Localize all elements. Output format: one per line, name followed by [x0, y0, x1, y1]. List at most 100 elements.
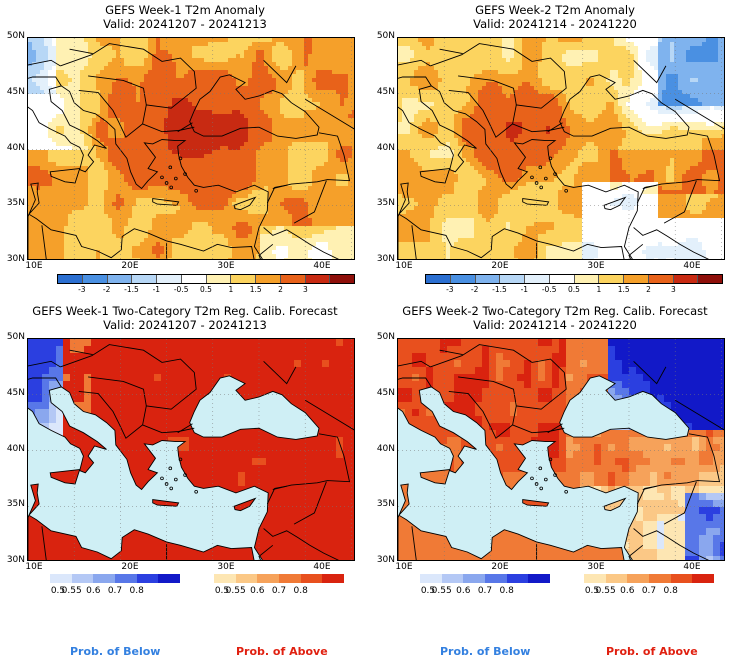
map-week2-anomaly [397, 37, 725, 260]
map-week2-prob [397, 338, 725, 561]
prob-tick-label: 0.8 [293, 586, 308, 596]
colorbar-swatch [525, 275, 550, 283]
colorbar-swatch [132, 275, 157, 283]
prob-tick-label: 0.7 [107, 586, 123, 596]
prob-tick-label: 0.5 [584, 586, 600, 596]
lat-tick-label: 35N [6, 499, 25, 510]
colorbar-swatch [605, 574, 628, 583]
colorbar-swatch [599, 275, 624, 283]
lon-tick-label: 40E [683, 562, 701, 572]
lon-tick-label: 10E [25, 261, 43, 271]
panel-title-week2-anomaly: GEFS Week-2 T2m Anomaly Valid: 20241214 … [375, 3, 735, 31]
colorbar-tick-label: 1.5 [249, 285, 262, 294]
lon-tick-label: 20E [121, 261, 139, 271]
colorbar-swatch [648, 275, 674, 283]
colorbar-tick-label: -1.5 [492, 285, 507, 294]
lon-tick-label: 30E [217, 261, 235, 271]
panel-title-week1-anomaly: GEFS Week-1 T2m Anomaly Valid: 20241207 … [5, 3, 365, 31]
map-week1-anomaly [27, 37, 355, 260]
lat-tick-label: 30N [376, 254, 395, 264]
colorbar-swatch [58, 275, 83, 283]
colorbar-swatch [463, 574, 486, 583]
lat-tick-label: 40N [6, 443, 25, 454]
prob-above-label-right: Prob. of Above [606, 645, 698, 658]
colorbar-swatch [420, 574, 442, 583]
colorbar-swatch [549, 275, 575, 283]
colorbar-swatch [574, 275, 600, 283]
colorbar-tick-label: 1 [228, 285, 234, 294]
colorbar-tick-label: 1 [596, 285, 602, 294]
map-canvas [398, 38, 724, 259]
title-text: GEFS Week-2 Two-Category T2m Reg. Calib.… [402, 304, 708, 318]
lat-tick-label: 40N [376, 142, 395, 153]
lat-tick-label: 50N [376, 332, 395, 342]
colorbar-tick-label: -3 [446, 285, 454, 294]
lat-tick-label: 35N [376, 198, 395, 209]
colorbar-swatch [692, 574, 715, 583]
colorbar-swatch [475, 275, 501, 283]
colorbar-swatch [257, 574, 280, 583]
colorbar-swatch [698, 275, 722, 283]
prob-above-colorbar-week2 [584, 574, 715, 583]
colorbar-tick-label: -3 [78, 285, 86, 294]
colorbar-swatch [158, 574, 181, 583]
lon-tick-label: 20E [491, 562, 509, 572]
lon-tick-label: 10E [25, 562, 43, 572]
colorbar-tick-label: 0.5 [200, 285, 212, 294]
prob-above-colorbar-week1 [214, 574, 345, 583]
lat-tick-label: 30N [6, 254, 25, 264]
prob-above-label-left: Prob. of Above [236, 645, 328, 658]
colorbar-swatch [93, 574, 116, 583]
lon-tick-label: 20E [121, 562, 139, 572]
colorbar-swatch [485, 574, 507, 583]
colorbar-swatch [649, 574, 671, 583]
colorbar-swatch [280, 275, 306, 283]
title-text: GEFS Week-1 T2m Anomaly [105, 3, 265, 17]
colorbar-swatch [235, 574, 258, 583]
prob-below-colorbar-week2 [420, 574, 551, 583]
prob-tick-label: 0.7 [477, 586, 493, 596]
valid-dates: Valid: 20241214 - 20241220 [473, 318, 637, 332]
map-week1-prob [27, 338, 355, 561]
colorbar-swatch [231, 275, 256, 283]
map-canvas [398, 339, 724, 560]
colorbar-swatch [136, 574, 159, 583]
lat-tick-label: 35N [6, 198, 25, 209]
colorbar-swatch [330, 275, 354, 283]
title-text: GEFS Week-1 Two-Category T2m Reg. Calib.… [32, 304, 338, 318]
lon-tick-label: 20E [491, 261, 509, 271]
colorbar-swatch [107, 275, 133, 283]
colorbar-swatch [300, 574, 323, 583]
lon-tick-label: 40E [313, 562, 331, 572]
title-text: GEFS Week-2 T2m Anomaly [475, 3, 635, 17]
colorbar-swatch [256, 275, 281, 283]
lat-tick-label: 40N [6, 142, 25, 153]
lon-tick-label: 30E [587, 562, 605, 572]
colorbar-swatch [500, 275, 525, 283]
valid-dates: Valid: 20241207 - 20241213 [103, 318, 267, 332]
colorbar-swatch [673, 275, 699, 283]
map-canvas [28, 339, 354, 560]
prob-tick-label: 0.5 [214, 586, 230, 596]
lon-tick-label: 30E [587, 261, 605, 271]
prob-tick-label: 0.6 [250, 586, 265, 596]
lon-tick-label: 40E [313, 261, 331, 271]
prob-below-colorbar-week1 [50, 574, 181, 583]
prob-tick-label: 0.5 [420, 586, 436, 596]
colorbar-tick-label: -0.5 [173, 285, 189, 294]
lat-tick-label: 30N [376, 555, 395, 565]
colorbar-swatch [450, 275, 476, 283]
colorbar-swatch [157, 275, 182, 283]
prob-tick-label: 0.8 [663, 586, 678, 596]
colorbar-swatch [305, 275, 331, 283]
lat-tick-label: 35N [376, 499, 395, 510]
lon-tick-label: 10E [395, 562, 413, 572]
lat-tick-label: 30N [6, 555, 25, 565]
prob-tick-label: 0.55 [61, 586, 82, 596]
colorbar-swatch [279, 574, 301, 583]
colorbar-swatch [627, 574, 650, 583]
colorbar-swatch [624, 275, 649, 283]
lat-tick-label: 50N [376, 31, 395, 41]
colorbar-swatch [50, 574, 72, 583]
prob-tick-label: 0.5 [50, 586, 66, 596]
